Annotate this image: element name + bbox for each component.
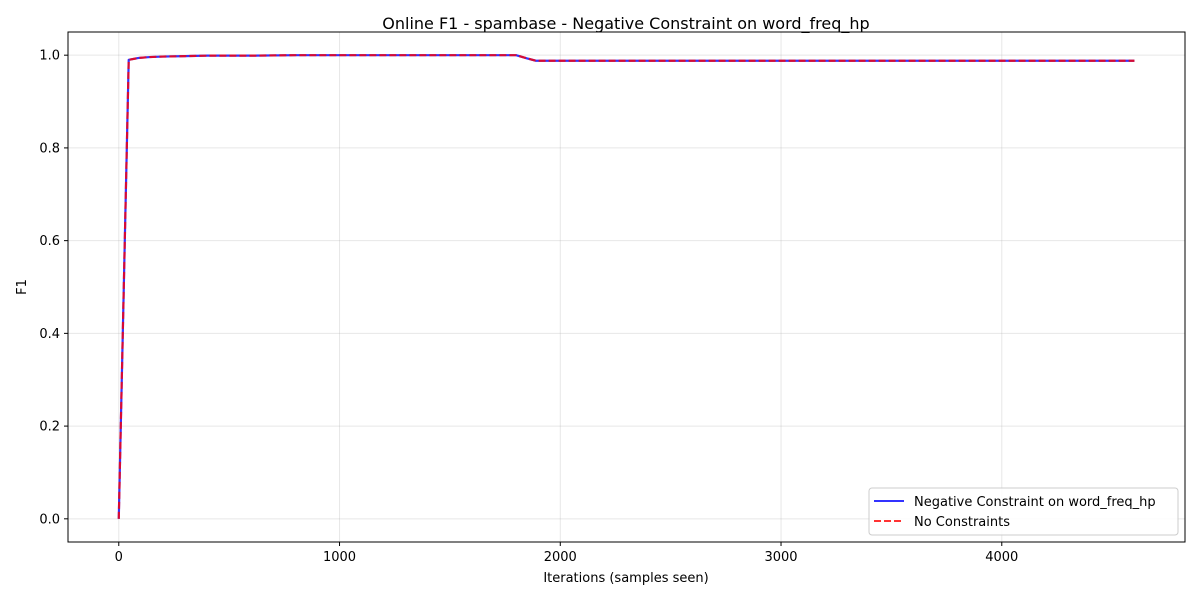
grid [68, 32, 1185, 542]
legend-label-negative-constraint: Negative Constraint on word_freq_hp [914, 495, 1156, 510]
x-axis-label: Iterations (samples seen) [543, 571, 708, 586]
series-line-no-constraints [117, 54, 1135, 519]
chart-title: Online F1 - spambase - Negative Constrai… [382, 14, 869, 34]
series-line-negative-constraint [117, 54, 1135, 519]
x-tick-label: 1000 [323, 550, 356, 565]
y-tick-label: 0.2 [39, 420, 60, 435]
legend-box [868, 487, 1179, 536]
y-tick-label: 1.0 [39, 49, 60, 64]
x-tick-label: 3000 [764, 550, 797, 565]
x-tick-label: 4000 [985, 550, 1018, 565]
series-lines [117, 54, 1135, 519]
y-tick-label: 0.4 [39, 327, 60, 342]
legend-label-no-constraints: No Constraints [914, 515, 1010, 530]
y-tick-label: 0.8 [39, 141, 60, 156]
y-tick-label: 0.0 [39, 512, 60, 527]
plot-frame [67, 31, 1186, 543]
y-tick-label: 0.6 [39, 234, 60, 249]
x-tick-label: 2000 [544, 550, 577, 565]
x-tick-label: 0 [115, 550, 123, 565]
legend: Negative Constraint on word_freq_hp No C… [868, 487, 1179, 536]
ticks: 0 1000 2000 3000 4000 0.0 0.2 0.4 0.6 0.8 1.0 [39, 49, 1018, 565]
y-axis-label: F1 [15, 279, 30, 295]
